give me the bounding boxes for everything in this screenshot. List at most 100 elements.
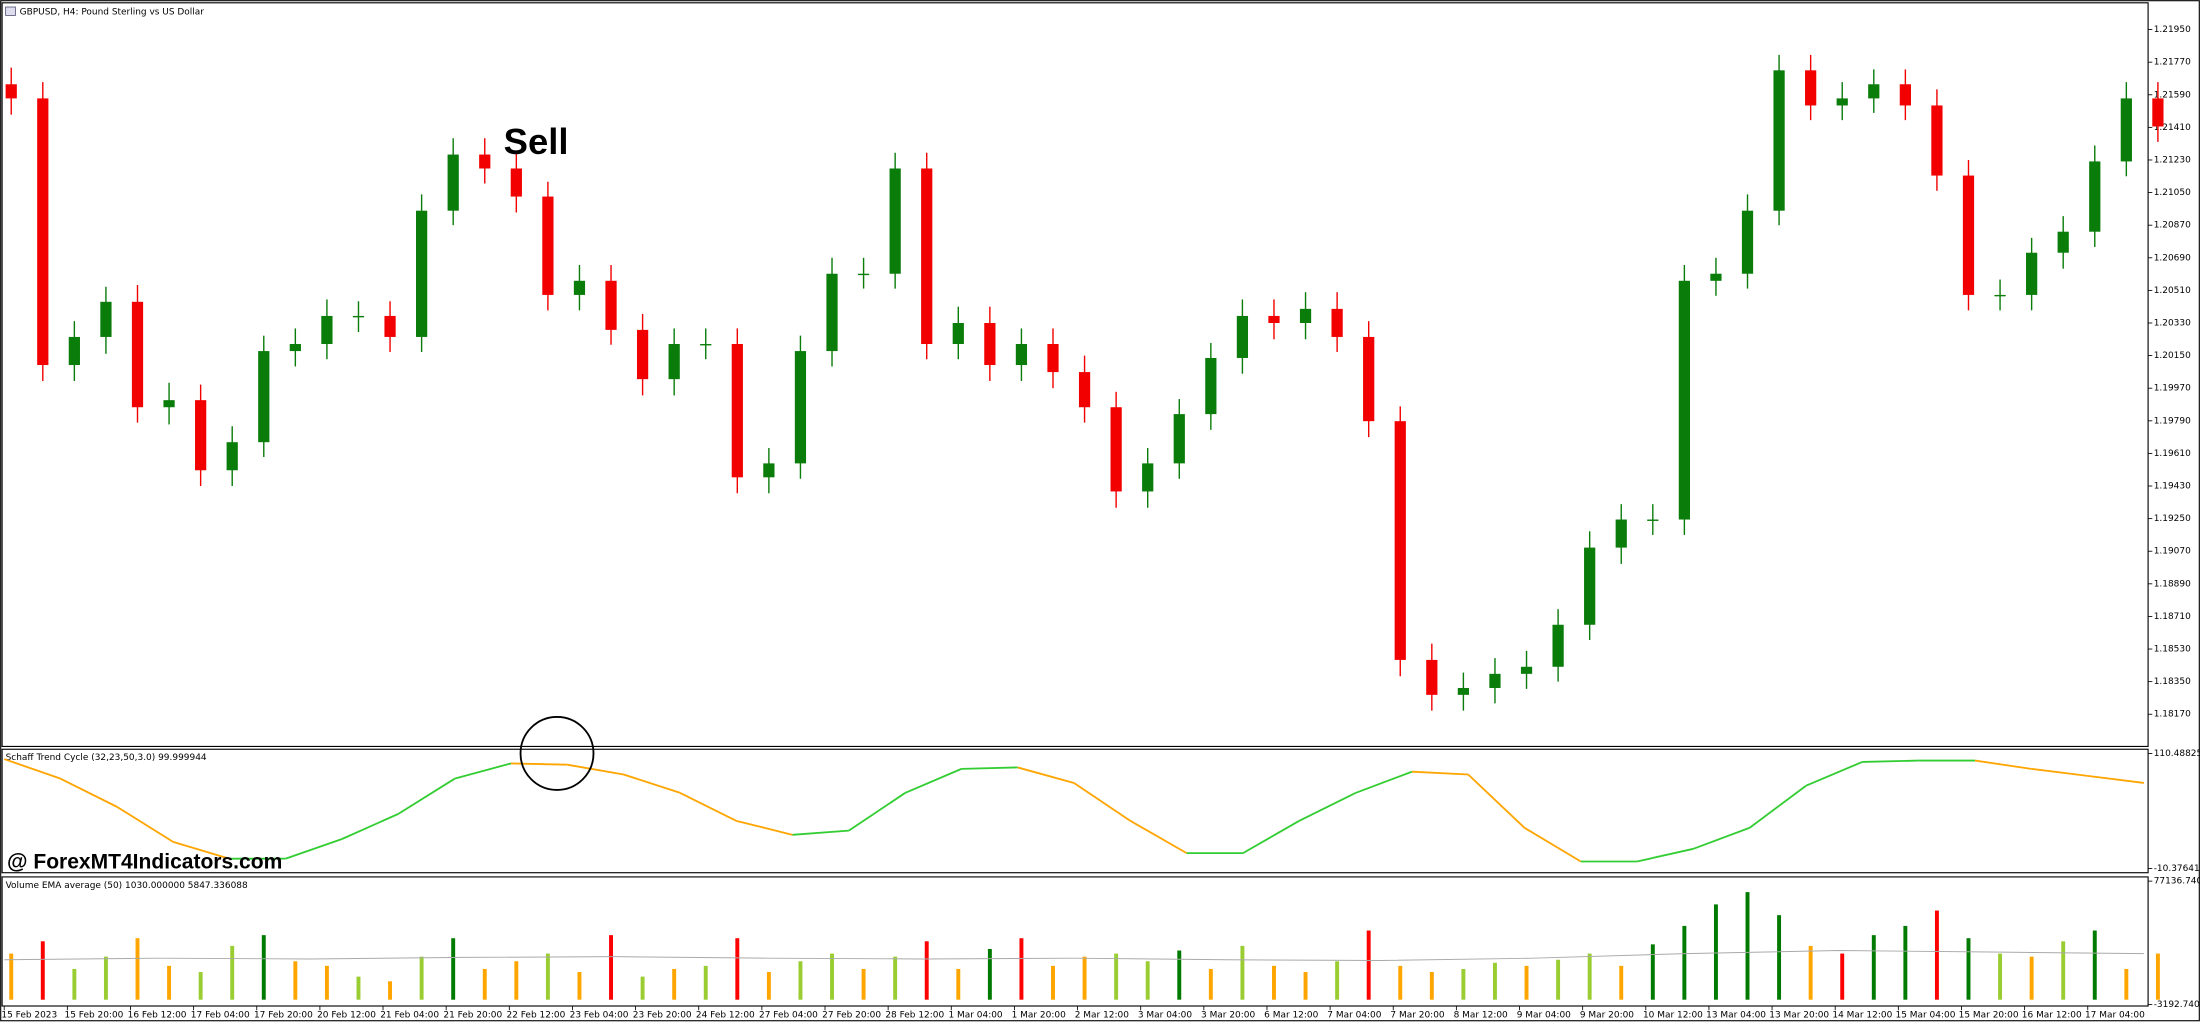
candle-body [2089, 161, 2101, 232]
candle-body [416, 210, 428, 337]
volume-bar [735, 938, 740, 1000]
x-tick-label: 22 Feb 12:00 [507, 1011, 566, 1021]
volume-bar [1777, 915, 1782, 1000]
volume-bar [103, 956, 108, 1000]
candle-body [763, 463, 775, 478]
candle-body [1868, 84, 1880, 99]
x-tick-label: 10 Mar 12:00 [1643, 1011, 1703, 1021]
y-tick-label: 1.20510 [2154, 286, 2191, 296]
candle-body [1173, 414, 1185, 464]
y-tick-label: 1.18350 [2154, 677, 2191, 687]
volume-bar [766, 972, 771, 1000]
x-tick-label: 27 Feb 04:00 [759, 1011, 818, 1021]
volume-bar [1492, 962, 1497, 1000]
candle-body [1142, 463, 1154, 492]
candle-body [2026, 252, 2038, 295]
volume-bar [987, 948, 992, 1000]
candle-body [1836, 98, 1848, 106]
highlight-circle [519, 716, 595, 791]
volume-bar [1429, 972, 1434, 1000]
x-tick-label: 15 Feb 20:00 [65, 1011, 124, 1021]
candle-body [1426, 659, 1438, 695]
y-tick-label: 1.20870 [2154, 221, 2191, 231]
y-tick-label: 1.19430 [2154, 482, 2191, 492]
volume-bar [451, 938, 456, 1000]
x-tick-label: 17 Mar 04:00 [2085, 1011, 2145, 1021]
x-tick-label: 20 Feb 12:00 [317, 1011, 376, 1021]
volume-bar [1713, 904, 1718, 1000]
x-tick-label: 7 Mar 04:00 [1327, 1011, 1381, 1021]
x-tick-label: 3 Mar 20:00 [1201, 1011, 1255, 1021]
candle-body [826, 273, 838, 352]
volume-bar [230, 945, 235, 1000]
volume-bar [1619, 965, 1624, 1000]
candle-body [226, 442, 238, 471]
stc-line [1524, 827, 1582, 863]
volume-bar [1556, 959, 1561, 1000]
stc-line [60, 777, 118, 808]
candle-body [1615, 519, 1627, 548]
x-tick-label: 16 Mar 12:00 [2022, 1011, 2082, 1021]
stc-line [1862, 759, 1919, 763]
x-tick-label: 8 Mar 12:00 [1454, 1011, 1508, 1021]
candle-body [2120, 98, 2132, 162]
stc-line [116, 805, 174, 843]
candle-body [857, 273, 870, 276]
candle-body [573, 280, 586, 295]
candle-body [510, 168, 522, 197]
stc-line [1298, 792, 1356, 822]
x-tick-label: 15 Mar 04:00 [1896, 1011, 1956, 1021]
volume-bar [1177, 950, 1182, 1000]
volume-bar [1903, 925, 1908, 1000]
volume-bar [2029, 956, 2034, 1000]
x-tick-label: 23 Feb 04:00 [570, 1011, 629, 1021]
candle-body [352, 315, 365, 318]
volume-bar [893, 956, 898, 1000]
stc-line [1749, 784, 1807, 829]
stc-line [1467, 773, 1526, 829]
volume-bar [1682, 925, 1687, 1000]
stc-line [341, 813, 399, 840]
x-tick-label: 13 Mar 04:00 [1706, 1011, 1766, 1021]
volume-bar [72, 968, 77, 1000]
volume-bar [2061, 941, 2066, 1000]
volume-bar [167, 965, 172, 1000]
stc-line [2087, 774, 2144, 784]
indicator-title: Schaff Trend Cycle (32,23,50,3.0) 99.999… [6, 753, 207, 763]
candle-body [1584, 547, 1596, 625]
volume-bar [261, 935, 266, 1000]
stc-line [1073, 782, 1131, 822]
candle-body [163, 400, 175, 408]
volume-bar [798, 961, 803, 1000]
stc-line [1974, 759, 2032, 770]
candle-body [1520, 666, 1533, 674]
chart-title: GBPUSD, H4: Pound Sterling vs US Dollar [20, 7, 205, 17]
stc-line [792, 829, 849, 836]
volume-bar [703, 965, 708, 1000]
volume-bar [1461, 968, 1466, 1000]
volume-bar [1240, 945, 1245, 1000]
x-tick-label: 24 Feb 12:00 [696, 1011, 755, 1021]
volume-bar [577, 972, 582, 1000]
y-tick-label: 1.19970 [2154, 384, 2191, 394]
candle-body [37, 98, 49, 366]
candle-body [636, 329, 649, 380]
candle-body [700, 344, 712, 346]
candle-body [889, 168, 901, 274]
candle-body [1805, 70, 1817, 106]
volume-bar [293, 961, 298, 1000]
volume-bar [1934, 910, 1939, 1000]
candle-body [1394, 421, 1406, 660]
volume-title: Volume EMA average (50) 1030.000000 5847… [6, 881, 248, 891]
candle-body [952, 322, 964, 345]
stc-line [679, 791, 737, 822]
stc-line [1636, 847, 1694, 863]
y-tick-label: 1.21950 [2154, 25, 2191, 35]
candle-body [1647, 519, 1659, 521]
candle-body [1268, 315, 1280, 323]
candle-body [1899, 84, 1911, 106]
volume-bar [356, 976, 361, 1000]
x-tick-label: 1 Mar 04:00 [948, 1011, 1002, 1021]
y-tick-label: 1.21050 [2154, 188, 2191, 198]
